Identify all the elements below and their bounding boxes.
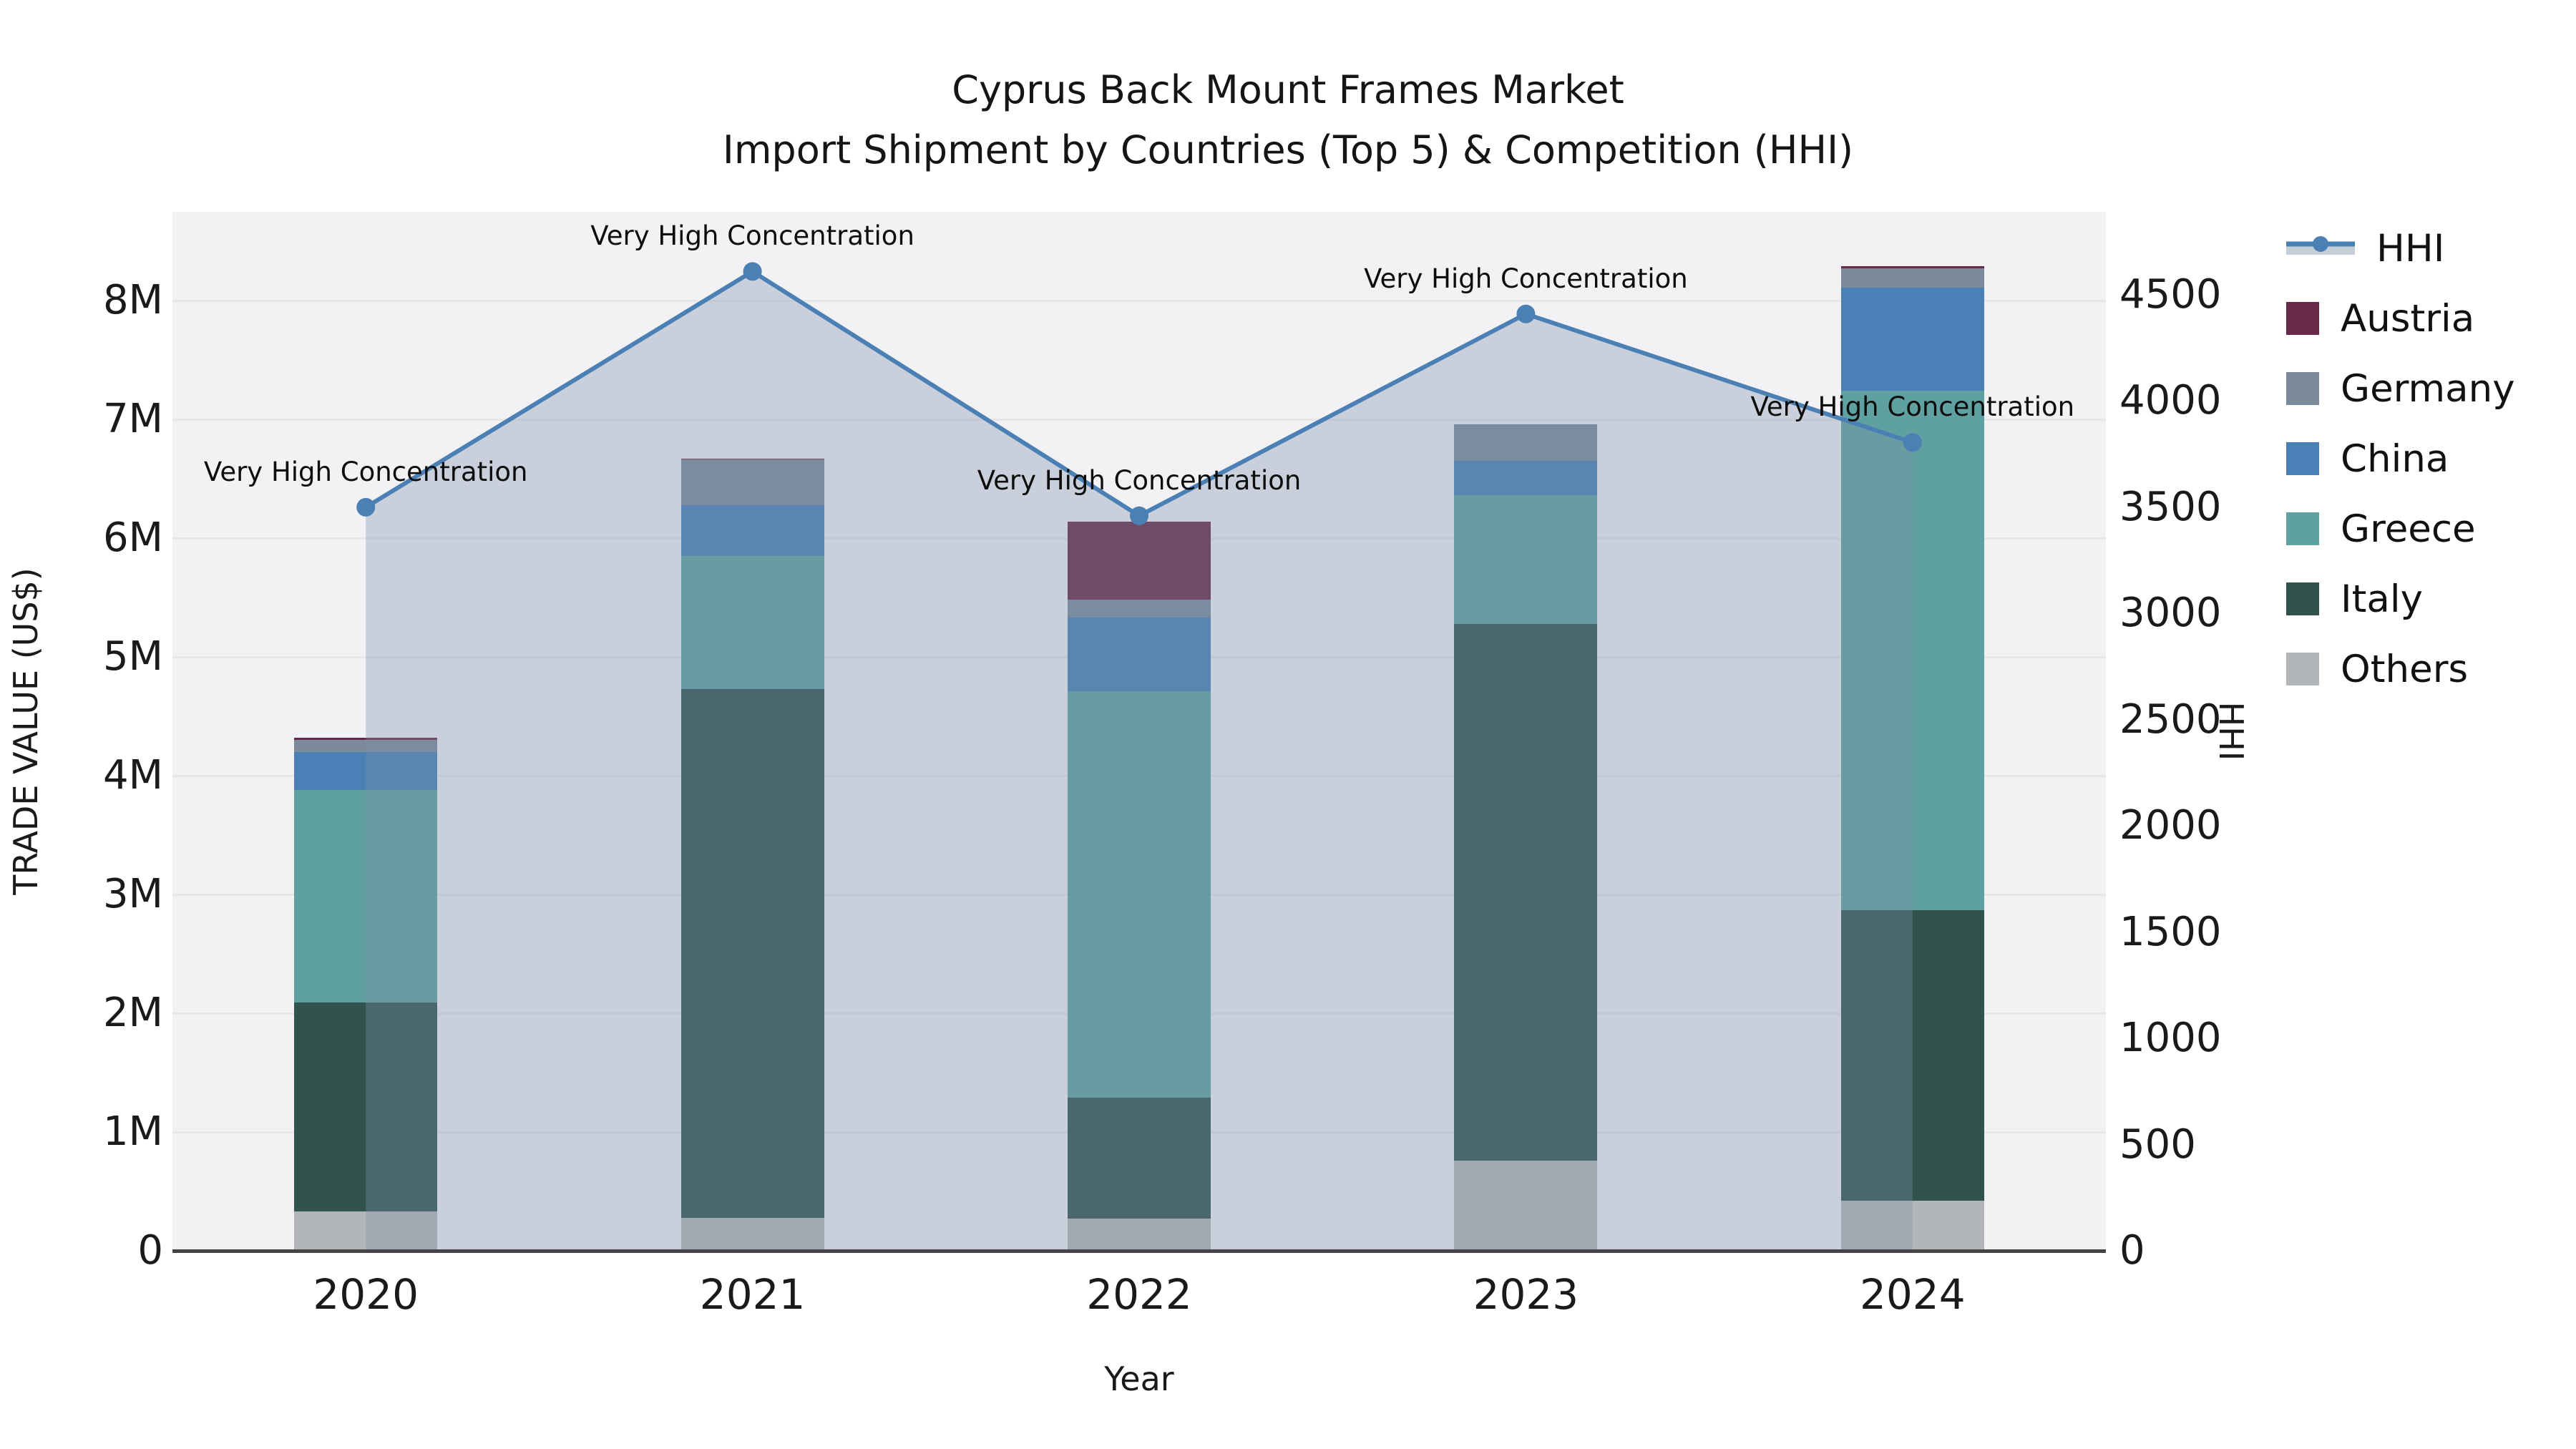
annotation-2022: Very High Concentration: [977, 464, 1302, 496]
left-axis-title: TRADE VALUE (US$): [6, 567, 45, 895]
right-tick-1000: 1000: [2119, 1015, 2222, 1062]
left-tick-2M: 2M: [103, 990, 163, 1036]
hhi-marker-2024: [1903, 433, 1922, 452]
bar-segment-2022-others: [1068, 1219, 1211, 1251]
right-tick-2500: 2500: [2119, 696, 2222, 743]
bar-segment-2022-greece: [1068, 691, 1211, 1098]
legend-label-greece: Greece: [2341, 507, 2476, 551]
bar-segment-2020-italy: [294, 1002, 438, 1212]
x-tick-2020: 2020: [313, 1270, 419, 1319]
legend-swatch-others: [2286, 653, 2319, 686]
bar-segment-2023-china: [1454, 461, 1598, 496]
bar-segment-2020-greece: [294, 789, 438, 1003]
x-tick-2023: 2023: [1473, 1270, 1579, 1319]
left-tick-5M: 5M: [103, 633, 163, 680]
right-tick-3500: 3500: [2119, 483, 2222, 530]
bar-segment-2023-germany: [1454, 424, 1598, 462]
annotation-2021: Very High Concentration: [590, 220, 914, 252]
legend-item-others: Others: [2286, 647, 2515, 691]
left-tick-8M: 8M: [103, 277, 163, 323]
right-tick-4500: 4500: [2119, 271, 2222, 318]
right-tick-500: 500: [2119, 1121, 2196, 1168]
x-axis-line: [172, 1249, 2106, 1253]
legend-swatch-china: [2286, 442, 2319, 475]
legend: HHI Austria Germany China Greece Italy Others: [2286, 226, 2515, 691]
x-tick-2024: 2024: [1859, 1270, 1966, 1319]
left-tick-4M: 4M: [103, 752, 163, 799]
legend-item-hhi: HHI: [2286, 226, 2515, 270]
bar-segment-2024-austria: [1840, 265, 1984, 269]
bar-segment-2021-others: [680, 1217, 824, 1251]
bar-segment-2021-greece: [680, 555, 824, 689]
x-tick-2021: 2021: [699, 1270, 806, 1319]
hhi-marker-2021: [743, 262, 762, 281]
bar-segment-2021-italy: [680, 688, 824, 1218]
x-tick-2022: 2022: [1086, 1270, 1192, 1319]
legend-label-others: Others: [2341, 647, 2469, 691]
right-tick-3000: 3000: [2119, 590, 2222, 637]
hhi-marker-2022: [1130, 506, 1148, 525]
bar-segment-2023-italy: [1454, 623, 1598, 1161]
legend-item-italy: Italy: [2286, 577, 2515, 621]
left-tick-0: 0: [137, 1227, 163, 1274]
bar-segment-2021-germany: [680, 459, 824, 505]
right-tick-4000: 4000: [2119, 377, 2222, 424]
chart-title-line1: Cyprus Back Mount Frames Market: [952, 67, 1624, 112]
bar-segment-2023-greece: [1454, 495, 1598, 624]
legend-label-austria: Austria: [2341, 296, 2475, 341]
chart-title: Cyprus Back Mount Frames Market Import S…: [0, 60, 2576, 180]
left-tick-6M: 6M: [103, 514, 163, 561]
chart-title-line2: Import Shipment by Countries (Top 5) & C…: [722, 127, 1854, 172]
bar-segment-2021-china: [680, 504, 824, 556]
legend-label-hhi: HHI: [2376, 226, 2445, 270]
legend-swatch-germany: [2286, 372, 2319, 405]
left-tick-7M: 7M: [103, 396, 163, 442]
bar-segment-2022-china: [1068, 618, 1211, 692]
bar-segment-2024-germany: [1840, 268, 1984, 288]
annotation-2024: Very High Concentration: [1750, 391, 2075, 423]
legend-label-germany: Germany: [2341, 366, 2515, 411]
legend-item-greece: Greece: [2286, 507, 2515, 551]
bar-segment-2022-germany: [1068, 600, 1211, 618]
bar-segment-2021-austria: [680, 458, 824, 460]
hhi-legend-sample-icon: [2286, 236, 2355, 255]
gridline-7M: [172, 419, 2106, 421]
legend-label-italy: Italy: [2341, 577, 2423, 621]
bar-segment-2020-austria: [294, 737, 438, 741]
bar-segment-2022-austria: [1068, 521, 1211, 600]
bar-segment-2024-italy: [1840, 909, 1984, 1201]
bar-segment-2020-others: [294, 1211, 438, 1251]
bar-segment-2020-china: [294, 751, 438, 790]
legend-swatch-italy: [2286, 582, 2319, 615]
right-tick-1500: 1500: [2119, 908, 2222, 955]
gridline-8M: [172, 300, 2106, 302]
right-tick-0: 0: [2119, 1227, 2145, 1274]
x-axis-title: Year: [1104, 1360, 1174, 1398]
bar-segment-2023-others: [1454, 1160, 1598, 1251]
left-tick-1M: 1M: [103, 1108, 163, 1155]
legend-item-china: China: [2286, 436, 2515, 481]
hhi-marker-2023: [1516, 304, 1536, 323]
bar-segment-2024-china: [1840, 287, 1984, 391]
legend-item-austria: Austria: [2286, 296, 2515, 341]
hhi-line-area-overlay: [356, 262, 1922, 1251]
legend-swatch-austria: [2286, 302, 2319, 335]
annotation-2020: Very High Concentration: [203, 456, 528, 487]
annotation-2023: Very High Concentration: [1364, 263, 1688, 294]
plot-area: [172, 212, 2106, 1251]
bar-segment-2020-germany: [294, 740, 438, 752]
bar-segment-2024-others: [1840, 1201, 1984, 1251]
legend-item-germany: Germany: [2286, 366, 2515, 411]
hhi-marker-2020: [356, 497, 376, 517]
bar-segment-2022-italy: [1068, 1097, 1211, 1219]
left-tick-3M: 3M: [103, 871, 163, 917]
legend-swatch-greece: [2286, 512, 2319, 545]
right-tick-2000: 2000: [2119, 802, 2222, 849]
right-axis-title: HHI: [2212, 701, 2250, 761]
hhi-area-fill: [366, 271, 1913, 1251]
legend-label-china: China: [2341, 436, 2449, 481]
bar-segment-2024-greece: [1840, 391, 1984, 910]
